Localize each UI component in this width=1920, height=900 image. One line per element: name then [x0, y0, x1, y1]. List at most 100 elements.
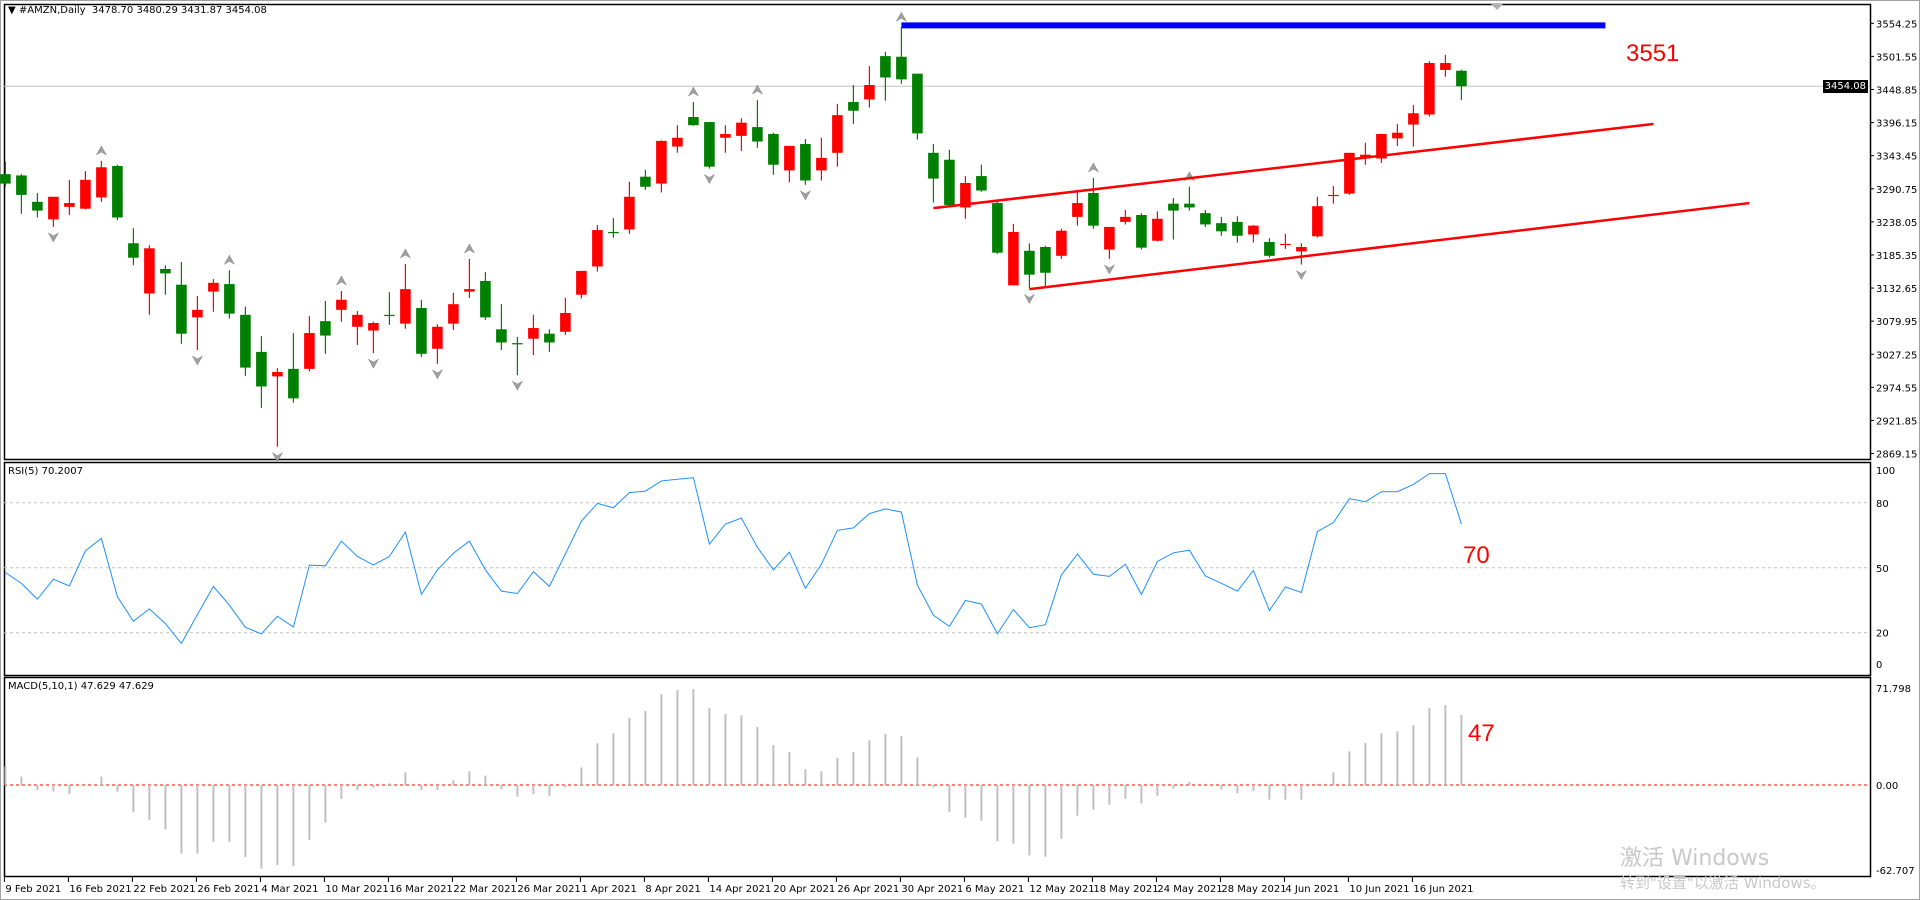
bear-candle[interactable] — [256, 351, 267, 387]
bull-candle[interactable] — [816, 157, 827, 171]
macd-title: MACD(5,10,1) 47.629 47.629 — [8, 681, 154, 692]
bull-candle[interactable] — [1440, 63, 1451, 70]
channel-lower-line[interactable] — [1029, 201, 1750, 291]
bear-candle[interactable] — [1216, 223, 1227, 232]
bull-candle[interactable] — [336, 299, 347, 310]
bear-candle[interactable] — [1232, 221, 1243, 236]
bull-candle[interactable] — [832, 115, 843, 153]
bear-candle[interactable] — [112, 166, 123, 218]
bear-candle[interactable] — [416, 307, 427, 354]
bear-candle[interactable] — [896, 56, 907, 80]
date-axis-label: 10 Mar 2021 — [325, 884, 388, 895]
bull-candle[interactable] — [208, 282, 219, 292]
bull-candle[interactable] — [304, 333, 315, 369]
bull-candle[interactable] — [1072, 203, 1083, 217]
bear-candle[interactable] — [608, 231, 619, 234]
bear-candle[interactable] — [512, 343, 523, 345]
bear-candle[interactable] — [176, 284, 187, 334]
bear-candle[interactable] — [1040, 247, 1051, 273]
bull-candle[interactable] — [1424, 63, 1435, 115]
bear-candle[interactable] — [544, 333, 555, 343]
bull-candle[interactable] — [736, 122, 747, 136]
bear-candle[interactable] — [384, 314, 395, 317]
bull-candle[interactable] — [672, 137, 683, 147]
bull-candle[interactable] — [656, 140, 667, 184]
bull-candle[interactable] — [1408, 113, 1419, 125]
bull-candle[interactable] — [592, 230, 603, 267]
bear-candle[interactable] — [480, 280, 491, 318]
bull-candle[interactable] — [1120, 216, 1131, 222]
bull-candle[interactable] — [576, 270, 587, 295]
bear-candle[interactable] — [976, 176, 987, 191]
bull-candle[interactable] — [80, 179, 91, 209]
date-axis-label: 4 Mar 2021 — [261, 884, 318, 895]
bear-candle[interactable] — [288, 368, 299, 399]
bull-candle[interactable] — [464, 289, 475, 292]
channel-upper-line[interactable] — [933, 122, 1654, 210]
bull-candle[interactable] — [1344, 152, 1355, 194]
bear-candle[interactable] — [496, 329, 507, 343]
bull-candle[interactable] — [960, 182, 971, 208]
bear-candle[interactable] — [320, 321, 331, 336]
bear-candle[interactable] — [1200, 213, 1211, 225]
bear-candle[interactable] — [32, 201, 43, 211]
bear-candle[interactable] — [640, 176, 651, 187]
bull-candle[interactable] — [1296, 247, 1307, 252]
bull-candle[interactable] — [192, 309, 203, 318]
dropdown-triangle-icon[interactable]: ▼ — [8, 5, 16, 16]
bear-candle[interactable] — [1264, 242, 1275, 256]
bear-candle[interactable] — [1184, 203, 1195, 208]
bear-candle[interactable] — [1024, 250, 1035, 275]
bear-candle[interactable] — [160, 269, 171, 274]
bull-candle[interactable] — [1312, 206, 1323, 237]
bear-candle[interactable] — [1088, 193, 1099, 226]
bear-candle[interactable] — [224, 284, 235, 314]
date-axis-label: 22 Feb 2021 — [133, 884, 195, 895]
bear-candle[interactable] — [1136, 214, 1147, 248]
bull-candle[interactable] — [1248, 225, 1259, 235]
bull-candle[interactable] — [1328, 194, 1339, 197]
bear-candle[interactable] — [944, 159, 955, 205]
bear-candle[interactable] — [880, 56, 891, 78]
bull-candle[interactable] — [272, 371, 283, 377]
bull-candle[interactable] — [864, 85, 875, 100]
bull-candle[interactable] — [1392, 132, 1403, 139]
bull-candle[interactable] — [1152, 218, 1163, 241]
fractal-down-arrow-icon — [703, 173, 716, 185]
bull-candle[interactable] — [400, 289, 411, 324]
bull-candle[interactable] — [368, 323, 379, 331]
bear-candle[interactable] — [1168, 203, 1179, 211]
bull-candle[interactable] — [1056, 230, 1067, 256]
bull-candle[interactable] — [624, 196, 635, 230]
bull-candle[interactable] — [784, 145, 795, 171]
bear-candle[interactable] — [16, 175, 27, 195]
bear-candle[interactable] — [1456, 70, 1467, 87]
bear-candle[interactable] — [848, 101, 859, 111]
bull-candle[interactable] — [448, 304, 459, 324]
bull-candle[interactable] — [352, 314, 363, 327]
bull-candle[interactable] — [48, 196, 59, 220]
bear-candle[interactable] — [240, 314, 251, 368]
bull-candle[interactable] — [560, 312, 571, 332]
bull-candle[interactable] — [432, 326, 443, 349]
bear-candle[interactable] — [688, 117, 699, 126]
bear-candle[interactable] — [128, 243, 139, 258]
bull-candle[interactable] — [1008, 231, 1019, 286]
bear-candle[interactable] — [704, 122, 715, 167]
bull-candle[interactable] — [1376, 133, 1387, 159]
bear-candle[interactable] — [800, 144, 811, 181]
bear-candle[interactable] — [928, 152, 939, 179]
bear-candle[interactable] — [752, 127, 763, 142]
bear-candle[interactable] — [992, 203, 1003, 253]
bear-candle[interactable] — [0, 174, 11, 184]
bull-candle[interactable] — [720, 133, 731, 138]
bull-candle[interactable] — [1280, 243, 1291, 246]
bull-candle[interactable] — [64, 203, 75, 207]
bull-candle[interactable] — [528, 328, 539, 339]
bull-candle[interactable] — [96, 167, 107, 198]
bear-candle[interactable] — [768, 133, 779, 165]
bull-candle[interactable] — [1104, 226, 1115, 250]
bear-candle[interactable] — [912, 73, 923, 134]
bull-candle[interactable] — [144, 248, 155, 294]
